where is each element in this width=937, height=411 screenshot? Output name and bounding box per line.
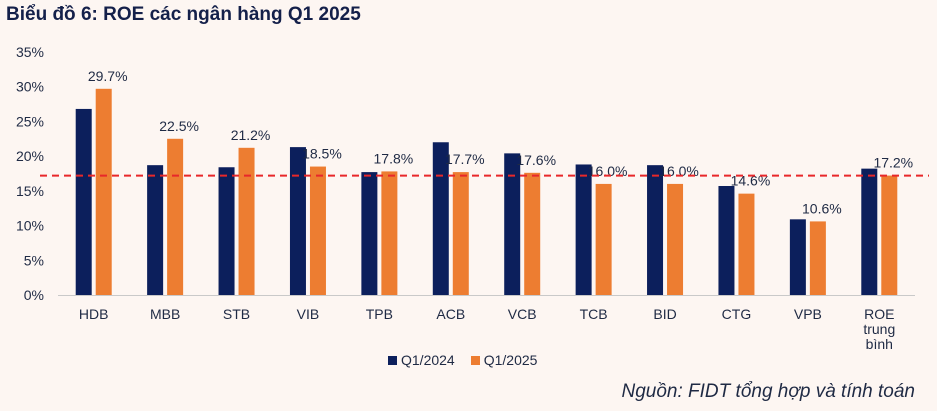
bar-q1-2025 — [738, 193, 755, 295]
data-label: 17.8% — [374, 150, 414, 166]
y-tick-label: 35% — [16, 44, 44, 60]
x-tick-label: bình — [866, 336, 893, 352]
x-tick-label: HDB — [79, 306, 109, 322]
chart-title: Biểu đồ 6: ROE các ngân hàng Q1 2025 — [6, 4, 361, 25]
y-tick-label: 25% — [16, 113, 44, 129]
bar-q1-2024 — [718, 185, 735, 295]
x-tick-label: ACB — [436, 306, 465, 322]
legend-swatch-q1-2024 — [388, 355, 397, 365]
data-label: 18.5% — [302, 146, 342, 162]
bar-q1-2025 — [881, 175, 898, 295]
bar-q1-2025 — [524, 172, 541, 295]
bar-q1-2025 — [667, 183, 684, 295]
legend-swatch-q1-2025 — [470, 355, 480, 365]
x-tick-label: MBB — [150, 306, 180, 322]
legend-item-q1-2025: Q1/2025 — [470, 352, 538, 368]
bar-q1-2024 — [647, 165, 664, 295]
x-tick-label: TPB — [366, 306, 393, 322]
data-label: 21.2% — [231, 127, 271, 143]
y-tick-label: 30% — [16, 79, 44, 95]
data-label: 10.6% — [802, 200, 842, 216]
bar-q1-2024 — [861, 168, 878, 295]
bar-q1-2025 — [595, 183, 612, 295]
bar-q1-2024 — [789, 219, 806, 295]
bar-q1-2025 — [381, 171, 398, 295]
legend-item-q1-2024: Q1/2024 — [388, 352, 455, 368]
data-label: 29.7% — [88, 68, 128, 84]
data-label: 14.6% — [731, 173, 771, 189]
bar-q1-2024 — [75, 108, 92, 295]
bar-q1-2025 — [452, 172, 469, 295]
x-tick-label: ROE — [864, 306, 894, 322]
bar-q1-2025 — [309, 166, 326, 295]
source-note: Nguồn: FIDT tổng hợp và tính toán — [621, 381, 916, 402]
y-tick-label: 20% — [16, 148, 44, 164]
bar-q1-2024 — [147, 165, 164, 295]
bar-q1-2025 — [167, 138, 184, 295]
legend-label-q1-2025: Q1/2025 — [483, 352, 538, 368]
bar-q1-2024 — [361, 172, 378, 295]
bar-q1-2025 — [809, 221, 826, 295]
y-tick-label: 10% — [16, 218, 44, 234]
data-label: 17.2% — [873, 155, 913, 171]
x-tick-label: VCB — [508, 306, 537, 322]
x-tick-label: TCB — [580, 306, 608, 322]
x-tick-label: CTG — [722, 306, 752, 322]
data-label: 17.7% — [445, 151, 485, 167]
legend-label-q1-2024: Q1/2024 — [401, 352, 455, 368]
x-tick-label: BID — [653, 306, 676, 322]
bar-q1-2024 — [432, 142, 449, 295]
x-tick-label: VIB — [297, 306, 320, 322]
bar-q1-2024 — [575, 164, 592, 295]
y-tick-label: 5% — [24, 252, 44, 268]
chart-legend: Q1/2024 Q1/2025 — [388, 352, 537, 368]
bar-q1-2025 — [95, 88, 112, 295]
data-label: 22.5% — [159, 118, 199, 134]
x-tick-label: VPB — [794, 306, 822, 322]
data-label: 17.6% — [516, 152, 556, 168]
y-tick-label: 0% — [24, 287, 44, 303]
x-tick-label: trung — [863, 321, 895, 337]
bar-q1-2024 — [504, 153, 521, 295]
bar-q1-2024 — [289, 147, 306, 295]
bar-q1-2025 — [238, 147, 255, 295]
y-tick-label: 15% — [16, 183, 44, 199]
x-tick-label: STB — [223, 306, 250, 322]
bar-q1-2024 — [218, 167, 235, 295]
